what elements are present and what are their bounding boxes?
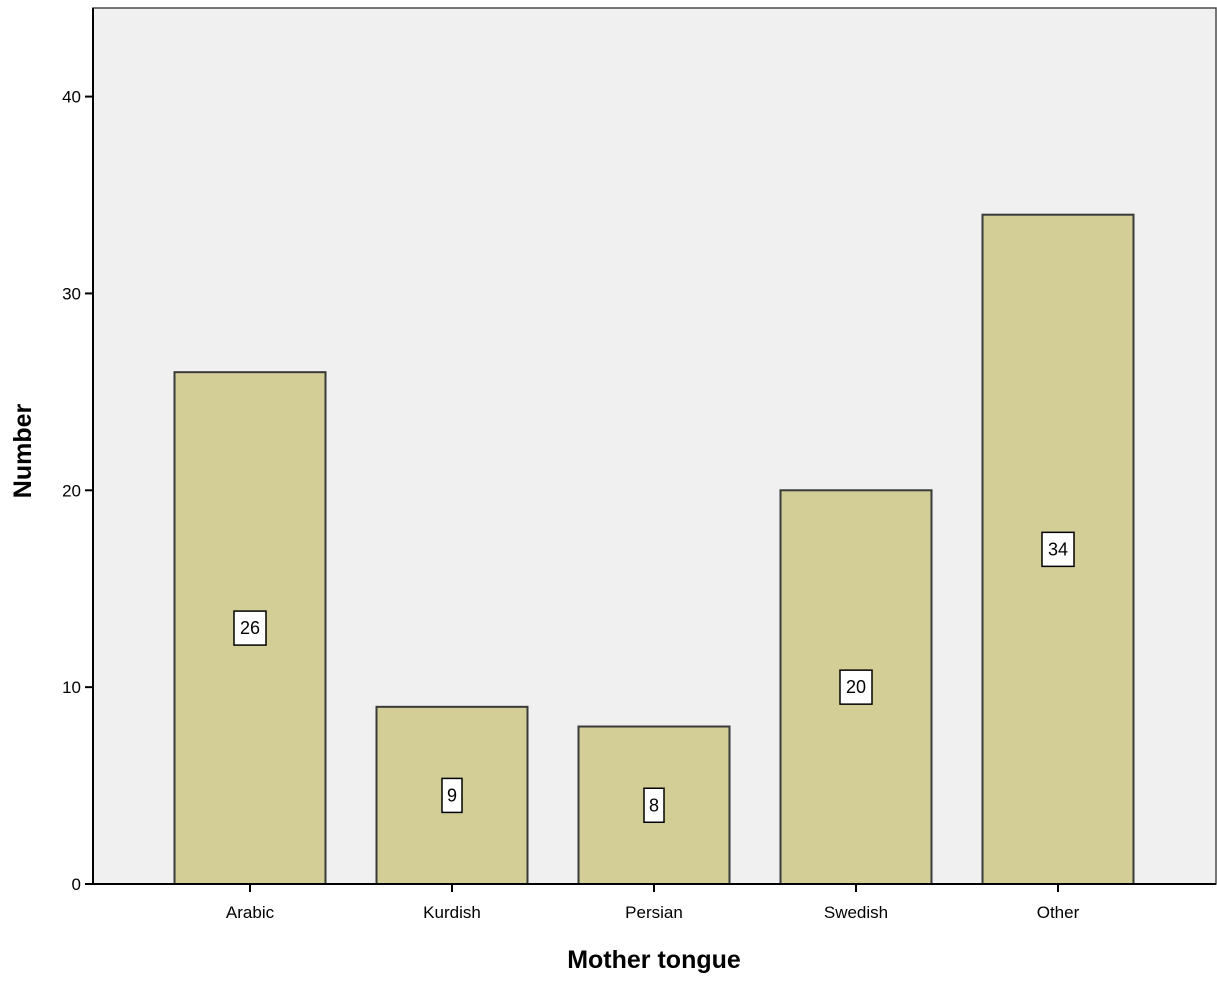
data-label: 20	[846, 677, 866, 697]
bar-labels-group: 26 9 8 20 34	[233, 531, 1075, 824]
data-label-box	[1041, 531, 1075, 568]
y-tick-label: 10	[62, 678, 81, 697]
data-label-box	[839, 669, 873, 705]
x-tick-label: Arabic	[226, 903, 275, 922]
x-tick-label: Other	[1037, 903, 1080, 922]
data-label: 8	[649, 795, 659, 815]
y-axis-title: Number	[9, 404, 37, 499]
data-label-box	[643, 787, 665, 824]
y-tick-label: 40	[62, 88, 81, 107]
x-axis-title: Mother tongue	[567, 946, 741, 974]
data-label: 9	[447, 785, 457, 805]
bars-group	[173, 213, 1135, 886]
data-label: 26	[240, 618, 260, 638]
x-tick-label: Persian	[625, 903, 683, 922]
y-tick-label: 20	[62, 481, 81, 500]
x-tick-label: Swedish	[824, 903, 888, 922]
data-label-box	[233, 610, 267, 646]
data-label: 34	[1048, 539, 1068, 559]
axes-group: 0 10 20 30 40 Arabic Kurdish Persian Swedish Othe…	[62, 8, 1216, 922]
x-tick-label: Kurdish	[423, 903, 481, 922]
y-tick-label: 30	[62, 284, 81, 303]
y-tick-label: 0	[72, 875, 81, 894]
data-label-box	[441, 777, 463, 814]
